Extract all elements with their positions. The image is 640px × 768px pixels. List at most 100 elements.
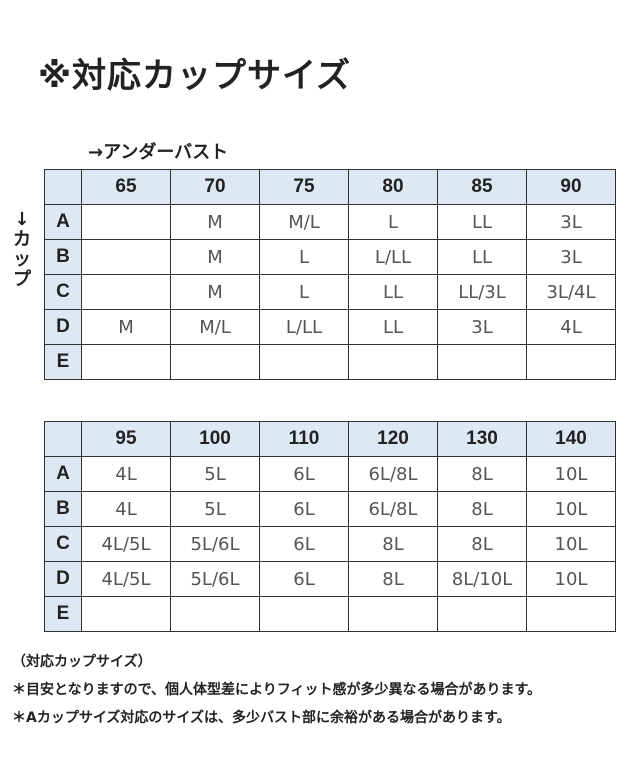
under-bust-header: 80 [348, 169, 438, 205]
size-cell: 6L [259, 456, 349, 492]
size-cell: LL [348, 309, 438, 345]
table-row: D M M/L L/LL LL 3L 4L [44, 309, 616, 345]
under-bust-header: 85 [437, 169, 527, 205]
size-cell: 4L/5L [81, 526, 171, 562]
size-cell: 6L/8L [348, 491, 438, 527]
size-cell: 3L/4L [526, 274, 616, 310]
size-cell: 5L/6L [170, 526, 260, 562]
size-cell [81, 274, 171, 310]
size-cell: L [259, 239, 349, 275]
cup-header: C [44, 274, 82, 310]
table-row: E [44, 596, 616, 632]
size-cell [526, 596, 616, 632]
size-cell: 8L [348, 561, 438, 597]
size-cell: L [348, 204, 438, 240]
table-row: B M L L/LL LL 3L [44, 239, 616, 275]
header-row: 95 100 110 120 130 140 [44, 421, 616, 457]
under-bust-header: 75 [259, 169, 349, 205]
size-cell: M/L [170, 309, 260, 345]
under-bust-header: 110 [259, 421, 349, 457]
size-cell: M [81, 309, 171, 345]
note-2: ＊Aカップサイズ対応のサイズは、多少バスト部に余裕がある場合があります。 [12, 710, 511, 726]
size-cell: 3L [526, 239, 616, 275]
size-cell [259, 596, 349, 632]
size-cell [259, 344, 349, 380]
size-cell [437, 596, 527, 632]
size-cell [81, 239, 171, 275]
cup-label: ↓カップ [13, 209, 31, 290]
size-cell: 5L [170, 491, 260, 527]
size-cell [437, 344, 527, 380]
size-cell: 8L/10L [437, 561, 527, 597]
size-cell: 8L [437, 491, 527, 527]
size-cell: 5L [170, 456, 260, 492]
size-cell [81, 204, 171, 240]
page-title: ※対応カップサイズ [38, 56, 352, 96]
table-row: B 4L 5L 6L 6L/8L 8L 10L [44, 491, 616, 527]
size-cell: M [170, 204, 260, 240]
table-row: C M L LL LL/3L 3L/4L [44, 274, 616, 310]
size-cell: 8L [348, 526, 438, 562]
size-cell: 10L [526, 526, 616, 562]
under-bust-header: 95 [81, 421, 171, 457]
under-bust-header: 120 [348, 421, 438, 457]
under-bust-header: 65 [81, 169, 171, 205]
size-table-1: 65 70 75 80 85 90 A M M/L L LL 3L B M L L/LL LL 3L C M L LL LL… [44, 169, 616, 380]
size-cell: LL [348, 274, 438, 310]
size-cell: 8L [437, 456, 527, 492]
under-bust-label: →アンダーバスト [88, 142, 229, 163]
size-cell: 10L [526, 456, 616, 492]
cup-header: B [44, 491, 82, 527]
note-caption: （対応カップサイズ） [12, 654, 152, 670]
size-cell: LL [437, 239, 527, 275]
size-cell [81, 596, 171, 632]
table-row: C 4L/5L 5L/6L 6L 8L 8L 10L [44, 526, 616, 562]
cup-header: D [44, 309, 82, 345]
under-bust-header: 140 [526, 421, 616, 457]
size-cell: 4L [81, 491, 171, 527]
cup-header: D [44, 561, 82, 597]
size-cell: L/LL [259, 309, 349, 345]
size-cell: 3L [437, 309, 527, 345]
size-cell: M/L [259, 204, 349, 240]
under-bust-header: 70 [170, 169, 260, 205]
size-cell [81, 344, 171, 380]
size-cell: 4L/5L [81, 561, 171, 597]
size-cell: M [170, 274, 260, 310]
under-bust-header: 100 [170, 421, 260, 457]
cup-header: A [44, 204, 82, 240]
size-cell: 4L [526, 309, 616, 345]
notes: （対応カップサイズ） ＊目安となりますので、個人体型差によりフィット感が多少異な… [12, 648, 541, 732]
size-cell: L/LL [348, 239, 438, 275]
size-cell [170, 596, 260, 632]
size-cell: M [170, 239, 260, 275]
table-row: E [44, 344, 616, 380]
size-cell [526, 344, 616, 380]
corner-cell [44, 169, 82, 205]
under-bust-header: 90 [526, 169, 616, 205]
cup-header: C [44, 526, 82, 562]
cup-header: E [44, 596, 82, 632]
size-cell: 6L [259, 491, 349, 527]
size-cell [348, 596, 438, 632]
size-cell: 3L [526, 204, 616, 240]
size-table-2: 95 100 110 120 130 140 A 4L 5L 6L 6L/8L 8L 10L B 4L 5L 6… [44, 421, 616, 632]
size-cell: 5L/6L [170, 561, 260, 597]
size-cell [348, 344, 438, 380]
table-row: A M M/L L LL 3L [44, 204, 616, 240]
size-cell: LL/3L [437, 274, 527, 310]
cup-header: E [44, 344, 82, 380]
size-cell: 6L/8L [348, 456, 438, 492]
cup-header: B [44, 239, 82, 275]
size-cell: 4L [81, 456, 171, 492]
size-cell: LL [437, 204, 527, 240]
size-cell: 6L [259, 561, 349, 597]
under-bust-header: 130 [437, 421, 527, 457]
header-row: 65 70 75 80 85 90 [44, 169, 616, 205]
table-row: A 4L 5L 6L 6L/8L 8L 10L [44, 456, 616, 492]
size-cell: 10L [526, 561, 616, 597]
size-cell [170, 344, 260, 380]
table-row: D 4L/5L 5L/6L 6L 8L 8L/10L 10L [44, 561, 616, 597]
size-cell: 8L [437, 526, 527, 562]
corner-cell [44, 421, 82, 457]
